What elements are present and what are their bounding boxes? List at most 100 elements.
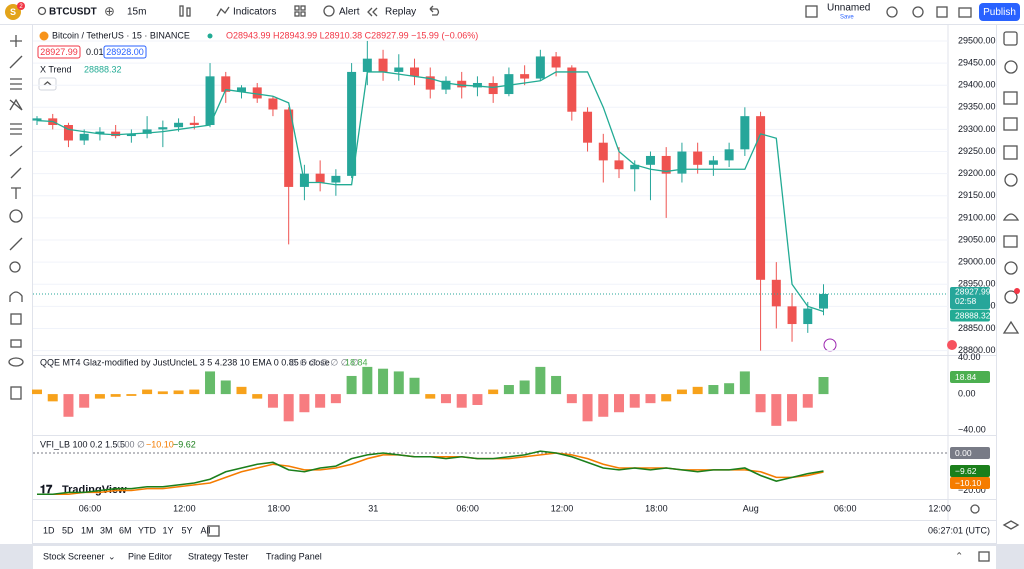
icons[interactable] xyxy=(9,209,23,223)
text-tool[interactable] xyxy=(11,187,21,199)
range-button[interactable]: 3M xyxy=(100,525,113,535)
crosshair[interactable] xyxy=(10,35,22,47)
pen[interactable] xyxy=(10,167,22,179)
lock-draw[interactable] xyxy=(10,313,22,325)
snapshot[interactable] xyxy=(958,7,972,18)
panel-tab[interactable]: Trading Panel xyxy=(266,551,322,561)
candle-body xyxy=(284,109,294,187)
ideas[interactable] xyxy=(1004,173,1018,187)
fib[interactable] xyxy=(10,78,22,90)
range-button[interactable]: All xyxy=(201,525,211,535)
vfi-line xyxy=(37,450,824,496)
alerts-panel[interactable] xyxy=(1004,60,1018,74)
watchlist[interactable] xyxy=(1003,31,1018,46)
range-button[interactable]: YTD xyxy=(138,525,157,535)
panel-tab[interactable]: Stock Screener xyxy=(43,551,105,561)
prediction[interactable] xyxy=(10,123,22,135)
time-label: Aug xyxy=(743,503,759,513)
qqe-bar xyxy=(63,394,74,417)
candle-body xyxy=(645,155,655,165)
chats[interactable] xyxy=(1003,235,1018,248)
candle-body xyxy=(331,175,341,183)
y-tick-label: 28850.00 xyxy=(958,323,996,333)
symbol[interactable]: BTCUSDT xyxy=(49,7,97,18)
lock[interactable] xyxy=(10,339,22,348)
layout-name[interactable]: Unnamed xyxy=(827,3,870,14)
qqe-bar xyxy=(79,394,90,408)
tab-menu[interactable]: ⌄ xyxy=(108,551,116,561)
qqe-bar xyxy=(440,394,451,404)
data-window[interactable] xyxy=(1003,91,1018,105)
chart-type-icon[interactable] xyxy=(179,5,184,17)
alert[interactable]: Alert xyxy=(339,7,360,18)
qqe-bar xyxy=(94,394,105,399)
range-button[interactable]: 1Y xyxy=(163,525,174,535)
buy-button[interactable] xyxy=(103,45,147,59)
indicators[interactable]: Indicators xyxy=(233,7,276,18)
hotlists[interactable] xyxy=(1003,117,1018,131)
range-button[interactable]: 1D xyxy=(43,525,55,535)
templates-icon[interactable] xyxy=(294,5,300,11)
candle-body xyxy=(142,129,152,134)
object-tree[interactable] xyxy=(1002,520,1020,530)
zoom[interactable] xyxy=(9,261,21,273)
time-label: 12:00 xyxy=(551,503,574,513)
calendar[interactable] xyxy=(1003,145,1018,160)
layout-status: Save xyxy=(840,15,854,21)
qqe-bar xyxy=(409,377,420,395)
vfi-signal-value: −10.10 xyxy=(146,439,174,449)
range-button[interactable]: 1M xyxy=(81,525,94,535)
panel-maximize[interactable] xyxy=(978,551,990,562)
quick-search[interactable] xyxy=(886,6,898,18)
qqe-bar xyxy=(708,385,719,395)
layout-icon[interactable] xyxy=(805,5,818,18)
publish-button[interactable] xyxy=(979,3,1020,21)
notifications[interactable] xyxy=(1004,290,1018,304)
replay[interactable]: Replay xyxy=(385,7,416,18)
y-tick-label: 29000.00 xyxy=(958,256,996,266)
hide[interactable] xyxy=(8,357,24,367)
candle-body xyxy=(362,58,372,72)
time-label: 06:00 xyxy=(834,503,857,513)
sell-button[interactable] xyxy=(37,45,81,59)
last-price-tag xyxy=(950,286,990,309)
candle-body xyxy=(111,131,121,137)
candle-body xyxy=(79,133,89,141)
y-tick-label: 29150.00 xyxy=(958,190,996,200)
range-button[interactable]: 6M xyxy=(119,525,132,535)
chart-type-icon xyxy=(186,7,191,17)
axis-settings[interactable] xyxy=(970,504,980,514)
chevron xyxy=(43,81,52,86)
magnet[interactable] xyxy=(9,291,23,302)
date-range[interactable] xyxy=(207,525,220,537)
range-button[interactable]: 5D xyxy=(62,525,74,535)
brush[interactable] xyxy=(9,145,23,157)
fullscreen[interactable] xyxy=(936,6,948,18)
y-tick-label: 29400.00 xyxy=(958,80,996,90)
panel-tab[interactable]: Strategy Tester xyxy=(188,551,248,561)
patterns[interactable] xyxy=(9,98,23,111)
candle-body xyxy=(819,293,828,309)
collapse-legend[interactable] xyxy=(38,77,57,91)
qqe-bar xyxy=(724,383,735,395)
panel-collapse[interactable]: ⌃ xyxy=(955,552,963,563)
bell[interactable] xyxy=(1002,320,1020,334)
streams[interactable] xyxy=(1002,213,1020,221)
replay-icon xyxy=(367,7,378,17)
interval[interactable]: 15m xyxy=(127,7,146,18)
qqe-bar xyxy=(503,385,514,395)
qqe-bar xyxy=(566,394,577,404)
ideas-feed[interactable] xyxy=(1004,261,1018,275)
candle-body xyxy=(787,306,797,325)
panel-tab[interactable]: Pine Editor xyxy=(128,551,172,561)
measure[interactable] xyxy=(9,237,23,251)
top-toolbar xyxy=(0,0,1024,24)
remove[interactable] xyxy=(10,386,22,400)
avatar[interactable] xyxy=(5,4,21,20)
range-button[interactable]: 5Y xyxy=(182,525,193,535)
candle-body xyxy=(268,98,278,110)
settings[interactable] xyxy=(912,6,924,18)
trend-line[interactable] xyxy=(9,55,23,69)
add-symbol[interactable]: ⊕ xyxy=(104,3,115,18)
undo[interactable] xyxy=(429,5,440,16)
